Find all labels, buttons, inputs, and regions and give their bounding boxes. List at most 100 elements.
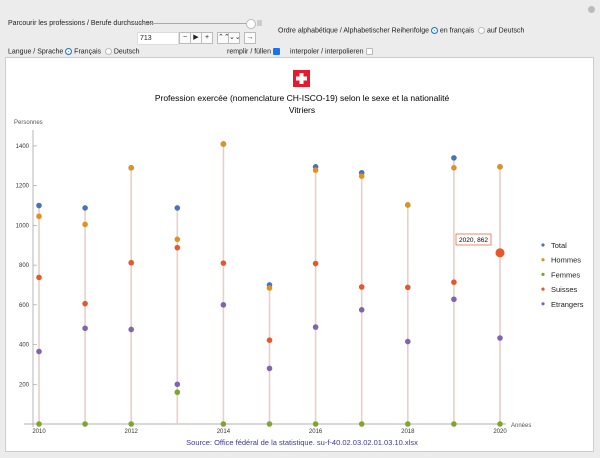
direction-button[interactable]: → (243, 32, 256, 44)
point-total[interactable] (36, 202, 42, 209)
point-femmes[interactable] (312, 421, 319, 427)
point-suisses[interactable] (312, 260, 319, 267)
y-tick-label: 1400 (16, 144, 30, 150)
point-femmes[interactable] (174, 389, 181, 396)
interpolate-label: interpoler / interpolieren (290, 48, 364, 56)
chart-panel: Profession exercée (nomenclature CH-ISCO… (5, 57, 594, 452)
point-hommes[interactable] (266, 285, 273, 291)
legend-marker-total (541, 243, 545, 247)
point-suisses[interactable] (405, 284, 411, 291)
language-german-radio[interactable] (104, 48, 112, 55)
point-etrangers[interactable] (174, 381, 181, 388)
slider-thumb[interactable] (246, 19, 256, 29)
language-german-label: Deutsch (113, 48, 140, 56)
x-tick-label: 2020 (493, 429, 507, 435)
point-hommes[interactable] (405, 202, 411, 208)
point-etrangers[interactable] (266, 365, 273, 372)
point-total[interactable] (82, 205, 88, 211)
interpolate-row: interpoler / interpolieren (290, 48, 373, 55)
x-tick-label: 2012 (125, 429, 139, 435)
profession-slider[interactable] (132, 23, 252, 24)
index-input[interactable]: 713 (137, 32, 179, 45)
order-french-radio[interactable] (430, 27, 438, 34)
point-etrangers[interactable] (405, 338, 411, 345)
swiss-flag-icon (293, 70, 310, 87)
y-axis-label: Personnes (14, 120, 43, 126)
point-femmes[interactable] (220, 421, 227, 427)
point-suisses[interactable] (36, 274, 42, 281)
point-suisses[interactable] (128, 259, 134, 266)
order-row: Ordre alphabétique / Alphabetischer Reih… (278, 27, 524, 34)
point-hommes[interactable] (174, 236, 181, 243)
point-total[interactable] (174, 205, 181, 211)
legend-marker-femmes (541, 272, 545, 276)
x-tick-label: 2010 (32, 429, 46, 435)
order-german-radio[interactable] (478, 27, 486, 34)
point-total[interactable] (451, 155, 457, 161)
settings-icon[interactable] (588, 6, 595, 13)
language-french-radio[interactable] (65, 48, 73, 55)
y-tick-label: 400 (19, 343, 30, 349)
point-hommes[interactable] (36, 213, 42, 220)
interpolate-checkbox[interactable] (365, 48, 373, 55)
x-axis-label: Années (511, 423, 531, 429)
y-tick-label: 1200 (16, 184, 30, 190)
navigation-buttons: − ▶ + ⌃⌃⌄⌄ → (179, 32, 256, 44)
point-femmes[interactable] (36, 421, 42, 427)
point-suisses[interactable] (495, 248, 505, 258)
chart-subtitle: Vitriers (289, 105, 315, 115)
point-etrangers[interactable] (82, 325, 88, 332)
fill-row: remplir / füllen (227, 48, 280, 55)
point-suisses[interactable] (358, 284, 365, 290)
increment-button[interactable]: + (201, 32, 213, 44)
point-hommes[interactable] (220, 141, 227, 147)
point-hommes[interactable] (497, 164, 503, 170)
legend-label: Femmes (551, 270, 580, 279)
y-tick-label: 1000 (16, 223, 30, 229)
tooltip-text: 2020, 862 (459, 237, 488, 244)
x-tick-label: 2018 (401, 429, 415, 435)
point-suisses[interactable] (82, 300, 88, 307)
point-femmes[interactable] (266, 421, 273, 427)
point-etrangers[interactable] (220, 302, 227, 308)
browse-label: Parcourir les professions / Berufe durch… (8, 20, 154, 27)
point-suisses[interactable] (220, 260, 227, 266)
point-hommes[interactable] (128, 165, 134, 171)
point-femmes[interactable] (128, 421, 134, 427)
order-label: Ordre alphabétique / Alphabetischer Reih… (278, 27, 429, 35)
point-femmes[interactable] (358, 421, 365, 427)
point-etrangers[interactable] (128, 326, 134, 333)
legend-marker-hommes (541, 258, 545, 262)
point-etrangers[interactable] (358, 307, 365, 313)
point-femmes[interactable] (451, 421, 457, 427)
point-hommes[interactable] (312, 167, 319, 173)
legend-marker-suisses (541, 287, 545, 291)
point-suisses[interactable] (266, 337, 273, 343)
point-femmes[interactable] (82, 421, 88, 427)
order-french-label: en français (439, 27, 475, 35)
tooltip: 2020, 862 (455, 233, 492, 246)
point-femmes[interactable] (497, 421, 503, 427)
legend-label: Suisses (551, 285, 578, 294)
slider-expand-button[interactable] (257, 20, 262, 26)
language-french-label: Français (74, 48, 102, 56)
y-tick-label: 200 (19, 382, 30, 388)
x-tick-label: 2016 (309, 429, 323, 435)
point-suisses[interactable] (451, 279, 457, 285)
play-button[interactable]: ▶ (190, 32, 202, 44)
point-etrangers[interactable] (312, 324, 319, 330)
point-femmes[interactable] (405, 421, 411, 427)
slower-button[interactable]: ⌄⌄ (227, 32, 241, 44)
point-hommes[interactable] (82, 221, 88, 228)
fill-checkbox[interactable] (272, 48, 280, 55)
legend-marker-etrangers (541, 302, 545, 306)
point-etrangers[interactable] (36, 348, 42, 355)
point-suisses[interactable] (174, 244, 181, 251)
source-note: Source: Office fédéral de la statistique… (186, 438, 418, 447)
point-hommes[interactable] (358, 173, 365, 179)
y-tick-label: 600 (19, 303, 30, 309)
point-etrangers[interactable] (451, 296, 457, 303)
point-hommes[interactable] (451, 165, 457, 171)
point-etrangers[interactable] (497, 335, 503, 341)
chart-title: Profession exercée (nomenclature CH-ISCO… (155, 93, 450, 103)
